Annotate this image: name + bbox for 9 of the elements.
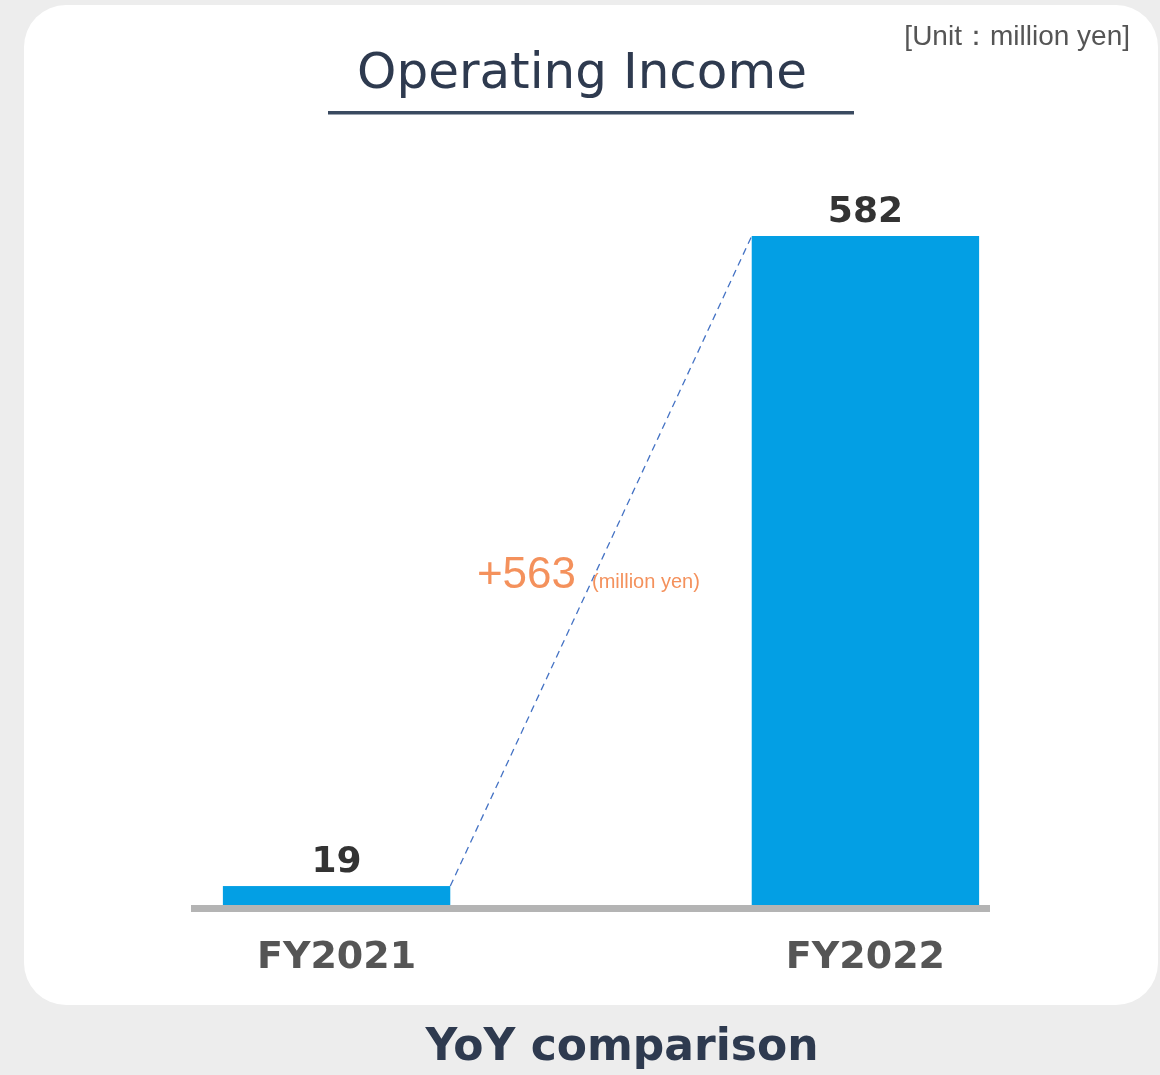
- text: [Unit：million yen]: [904, 20, 1130, 51]
- x-tick-label: FY2021: [256, 933, 417, 977]
- data-label: 19: [311, 839, 362, 881]
- data-label: 582: [827, 189, 903, 230]
- annotation: (million yen): [592, 570, 700, 592]
- x-tick-label: FY2022: [785, 933, 946, 977]
- chart-title: Operating Income: [357, 42, 807, 100]
- text: YoY comparison: [424, 1019, 819, 1070]
- annotation: +563: [476, 548, 576, 597]
